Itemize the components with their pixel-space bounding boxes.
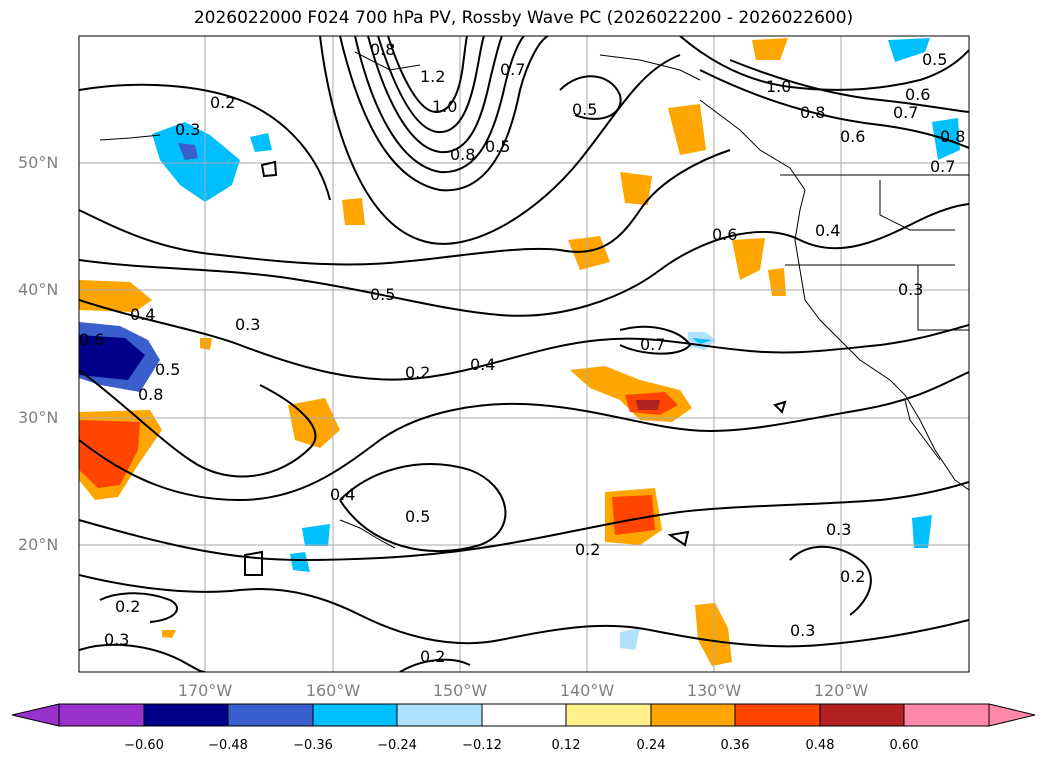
colorbar-segment — [227, 703, 314, 727]
contour-label-group: 0.2 0.3 0.8 1.2 1.0 0.8 0.5 0.7 0.5 1.0 … — [79, 40, 965, 666]
lat-label-50n: 50°N — [18, 153, 59, 172]
colorbar-segment — [734, 703, 821, 727]
contour-label: 0.6 — [840, 127, 865, 146]
contour-label: 0.6 — [712, 225, 737, 244]
colorbar-tick-label: −0.36 — [293, 738, 333, 753]
contour-label: 0.3 — [175, 120, 200, 139]
contour-label: 0.7 — [640, 335, 665, 354]
contour-label: 0.4 — [470, 355, 495, 374]
contour-label: 1.0 — [766, 77, 791, 96]
colorbar-segment — [143, 703, 229, 727]
lon-label-130w: 130°W — [686, 681, 742, 700]
contour-label: 0.5 — [370, 285, 395, 304]
lon-label-120w: 120°W — [813, 681, 869, 700]
contour-label: 0.2 — [420, 647, 445, 666]
colorbar-tick-label: 0.48 — [805, 738, 835, 753]
lon-label-140w: 140°W — [559, 681, 615, 700]
pv-contours — [79, 36, 969, 672]
contour-label: 0.8 — [370, 40, 395, 59]
lat-label-20n: 20°N — [18, 535, 59, 554]
contour-label: 1.0 — [432, 97, 457, 116]
colorbar-segment — [312, 703, 398, 727]
contour-label: 0.8 — [450, 145, 475, 164]
contour-label: 0.8 — [800, 103, 825, 122]
colorbar-tick-label: 0.60 — [889, 738, 919, 753]
contour-label: 0.4 — [330, 485, 355, 504]
neg-anomaly-aleutian — [152, 122, 240, 202]
colorbar-tick-label: −0.24 — [377, 738, 417, 753]
colorbar-extend-high — [988, 703, 1036, 727]
contour-label: 0.7 — [500, 60, 525, 79]
contour-label: 0.5 — [572, 100, 597, 119]
contour-label: 0.4 — [815, 221, 840, 240]
contour-label: 0.5 — [405, 507, 430, 526]
colorbar — [11, 703, 1036, 727]
map-title: 2026022000 F024 700 hPa PV, Rossby Wave … — [193, 8, 854, 28]
colorbar-extend-low — [11, 703, 60, 727]
contour-label: 0.6 — [79, 330, 104, 349]
colorbar-segment — [481, 703, 567, 727]
colorbar-tick-label: 0.24 — [636, 738, 666, 753]
contour-label: 0.2 — [115, 597, 140, 616]
colorbar-tick-label: −0.12 — [462, 738, 502, 753]
colorbar-segment — [396, 703, 483, 727]
colorbar-segment — [819, 703, 905, 727]
colorbar-tick-label: −0.60 — [124, 738, 164, 753]
lat-label-30n: 30°N — [18, 408, 59, 427]
contour-label: 0.3 — [104, 630, 129, 649]
colorbar-segment — [650, 703, 736, 727]
lon-label-150w: 150°W — [432, 681, 488, 700]
lon-label-170w: 170°W — [177, 681, 233, 700]
contour-label: 0.2 — [840, 567, 865, 586]
colorbar-tick-label: −0.48 — [208, 738, 248, 753]
lon-label-160w: 160°W — [305, 681, 361, 700]
contour-label: 0.3 — [898, 280, 923, 299]
colorbar-tick-label: 0.12 — [551, 738, 581, 753]
contour-label: 0.3 — [826, 520, 851, 539]
contour-label: 0.5 — [155, 360, 180, 379]
colorbar-segment — [58, 703, 145, 727]
contour-label: 0.2 — [405, 363, 430, 382]
map-frame — [78, 35, 970, 673]
contour-label: 0.7 — [893, 103, 918, 122]
contour-label: 0.7 — [930, 157, 955, 176]
graticule — [79, 36, 969, 672]
lat-label-40n: 40°N — [18, 280, 59, 299]
contour-label: 0.4 — [130, 305, 155, 324]
colorbar-tick-label: 0.36 — [720, 738, 750, 753]
contour-label: 0.2 — [210, 93, 235, 112]
contour-label: 0.3 — [235, 315, 260, 334]
contour-label: 0.5 — [922, 50, 947, 69]
colorbar-segment — [903, 703, 990, 727]
contour-label: 1.2 — [420, 67, 445, 86]
contour-label: 0.5 — [485, 137, 510, 156]
colorbar-segment — [565, 703, 652, 727]
contour-label: 0.8 — [138, 385, 163, 404]
contour-label: 0.3 — [790, 621, 815, 640]
contour-label: 0.8 — [940, 127, 965, 146]
contour-label: 0.2 — [575, 540, 600, 559]
contour-label: 0.6 — [905, 85, 930, 104]
